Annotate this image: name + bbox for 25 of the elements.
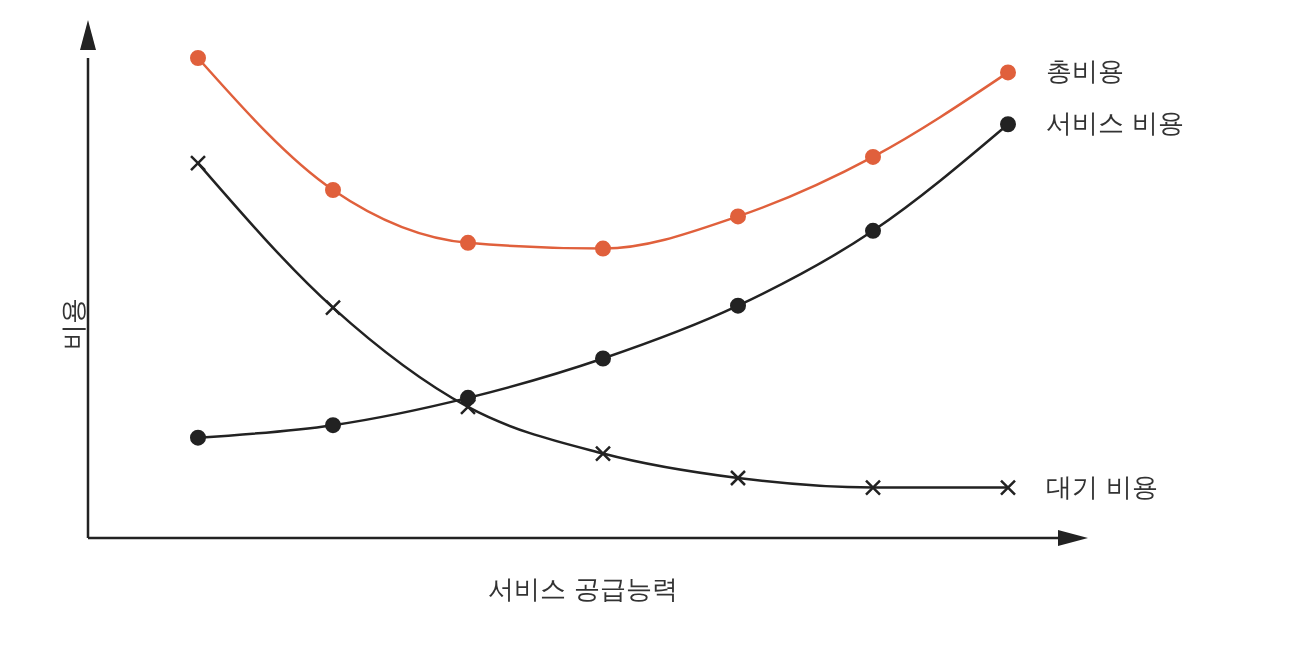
series-label: 대기 비용 [1046, 471, 1159, 502]
point [865, 222, 881, 239]
point [729, 469, 747, 487]
point [459, 398, 477, 416]
series-label: 총비용 [1046, 56, 1124, 87]
point [325, 182, 341, 198]
point [1000, 64, 1016, 81]
point [730, 297, 746, 314]
x-axis-title: 서비스 공급능력 [487, 574, 679, 604]
series-label: 서비스 비용 [1046, 108, 1185, 139]
point [594, 445, 612, 462]
point [189, 154, 207, 172]
point [190, 429, 206, 446]
point [190, 50, 206, 66]
point [460, 234, 476, 251]
point [864, 479, 882, 496]
point [730, 208, 746, 225]
point [999, 479, 1017, 496]
point [324, 299, 342, 316]
point [325, 417, 341, 434]
point [865, 148, 881, 165]
point [595, 350, 611, 367]
point [595, 240, 611, 257]
point [1000, 116, 1016, 133]
y-axis-title: 비용 [58, 298, 89, 350]
